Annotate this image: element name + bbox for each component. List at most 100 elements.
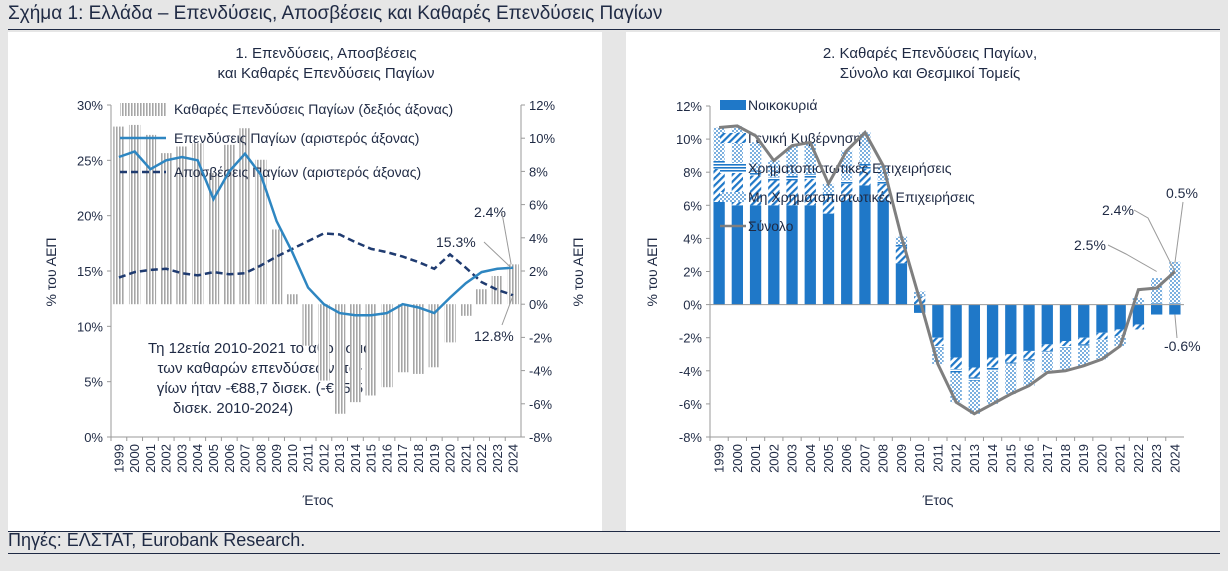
- x-tick-label-2011: 2011: [301, 444, 316, 472]
- chart-1-annotation-12.8: 12.8%: [474, 328, 514, 344]
- net-investment-bar-2017: [397, 304, 409, 373]
- legend-swatch-nonfinancial: [720, 192, 746, 202]
- chart-2-ylabel: % του ΑΕΠ: [644, 237, 660, 306]
- chart-1-ytick-label-left: 15%: [77, 264, 103, 279]
- x-tick-label-2000: 2000: [730, 444, 745, 473]
- sector-bar-0-2005: [822, 213, 835, 305]
- x-tick-label-1999: 1999: [712, 444, 727, 473]
- leader-2.5: [1107, 244, 1157, 272]
- x-tick-label-1999: 1999: [111, 444, 126, 473]
- sector-bar-2-2004: [804, 173, 816, 179]
- sector-bar-3-2022: [1132, 297, 1145, 305]
- sector-bar-1-2009: [895, 246, 908, 264]
- chart-1-annotation-2.4: 2.4%: [474, 204, 506, 220]
- sector-bar-1-2006: [841, 183, 853, 201]
- sector-bar-2-2019: [1078, 344, 1090, 346]
- chart-1-note-line-4: δισεκ. 2010-2024): [173, 400, 293, 417]
- legend-swatch-financial: [720, 163, 746, 173]
- sector-bar-1-2016: [1023, 350, 1035, 360]
- net-investment-bar-1999: [113, 126, 125, 305]
- net-investment-bar-2022: [475, 289, 488, 305]
- chart-1-ytick-label-right: 10%: [529, 131, 555, 146]
- sector-bar-1-2001: [749, 175, 762, 206]
- chart-2-ytick-label: -8%: [679, 430, 703, 445]
- net-investment-bar-2010: [286, 294, 299, 305]
- net-investment-bar-2007: [239, 128, 251, 305]
- sector-bar-0-2006: [841, 200, 853, 305]
- sector-bar-1-2013: [968, 367, 980, 378]
- sector-bar-2-2003: [786, 175, 798, 181]
- chart-1-ylabel-left: % του ΑΕΠ: [43, 237, 59, 306]
- net-investment-bar-2006: [223, 144, 235, 305]
- legend-label-depreciation: Αποσβέσεις Παγίων (αριστερός άξονας): [174, 164, 421, 180]
- sector-bar-1-2008: [877, 183, 889, 201]
- chart-1-ytick-label-right: 0%: [529, 297, 548, 312]
- sector-bar-2-2009: [895, 245, 908, 247]
- chart-1-legend: Καθαρές Επενδύσεις Παγίων (δεξιός άξονας…: [120, 101, 453, 180]
- sector-bar-3-2007: [859, 132, 871, 164]
- sector-bar-0-2009: [895, 263, 908, 305]
- legend-label-government: Γενική Κυβέρνηση: [748, 130, 861, 146]
- sector-bar-2-2002: [768, 177, 780, 181]
- chart-panel-right: 2. Καθαρές Επενδύσεις Παγίων, Σύνολο και…: [626, 32, 1220, 531]
- chart-1-ytick-label-right: -2%: [529, 330, 553, 345]
- sector-bar-0-2015: [1005, 304, 1017, 355]
- sector-bar-2-2005: [822, 193, 835, 198]
- sector-bar-0-1999: [713, 201, 725, 305]
- sector-bar-3-2013: [968, 380, 980, 414]
- sector-bar-2-2007: [859, 163, 871, 169]
- x-tick-label-2014: 2014: [985, 444, 1000, 473]
- legend-label-investment: Επενδύσεις Παγίων (αριστερός άξονας): [174, 130, 419, 146]
- sector-bar-3-2024: [1169, 261, 1181, 303]
- sector-bar-0-2011: [932, 304, 944, 338]
- chart-1-ytick-label-right: -6%: [529, 397, 553, 412]
- x-tick-label-2008: 2008: [876, 444, 891, 473]
- x-tick-label-2009: 2009: [894, 444, 909, 473]
- chart-2-xlabel: Έτος: [922, 492, 954, 508]
- sector-bar-2-2024: [1169, 302, 1181, 305]
- source-note: Πηγές: ΕΛΣΤΑΤ, Eurobank Research.: [8, 530, 306, 550]
- x-tick-label-2001: 2001: [143, 444, 158, 473]
- x-tick-label-2013: 2013: [332, 444, 347, 473]
- sector-bar-3-2008: [877, 165, 889, 181]
- leader-households--0.6: [1174, 314, 1178, 339]
- leader-total-2.4: [1133, 209, 1176, 272]
- x-tick-label-2017: 2017: [395, 444, 410, 473]
- net-investment-bar-2011: [302, 304, 314, 346]
- leader-depreciation-12.8: [501, 295, 514, 326]
- chart-2-ytick-label: -4%: [679, 364, 703, 379]
- sector-bar-3-2023: [1151, 278, 1163, 303]
- sector-bar-1-2004: [804, 178, 816, 206]
- net-investment-bar-2003: [176, 146, 188, 305]
- sector-bar-3-2011: [932, 347, 944, 365]
- x-tick-label-2007: 2007: [238, 444, 253, 473]
- x-tick-label-2005: 2005: [821, 444, 836, 473]
- chart-2-bars: [713, 125, 1181, 414]
- chart-2-ytick-label: 2%: [683, 265, 702, 280]
- chart-2-legend: Νοικοκυριά Γενική Κυβέρνηση Χρηματοπιστω…: [720, 97, 975, 234]
- title-rule: [8, 29, 1220, 30]
- net-investment-bar-2015: [365, 304, 377, 396]
- x-tick-label-2024: 2024: [1167, 444, 1182, 473]
- sector-bar-2-2012: [950, 369, 962, 373]
- chart-1-ytick-label-left: 30%: [77, 98, 103, 113]
- x-tick-label-2023: 2023: [1149, 444, 1164, 473]
- x-tick-label-2008: 2008: [253, 444, 268, 473]
- sector-bar-0-2010: [914, 304, 926, 313]
- sector-bar-2-2013: [968, 377, 980, 381]
- chart-1-ytick-label-right: 6%: [529, 198, 548, 213]
- source-bottom-rule: [8, 553, 1220, 554]
- chart-2-subtitle: Σύνολο και Θεσμικοί Τομείς: [840, 65, 1021, 82]
- sector-bar-3-2012: [950, 372, 962, 403]
- net-investment-bar-2012: [318, 304, 330, 381]
- x-tick-label-2013: 2013: [967, 444, 982, 473]
- chart-1-ytick-label-left: 0%: [84, 430, 103, 445]
- sector-bar-3-2018: [1059, 347, 1072, 371]
- x-tick-label-2003: 2003: [785, 444, 800, 473]
- x-tick-label-2021: 2021: [458, 444, 473, 473]
- sector-bar-3-2005: [822, 183, 835, 194]
- sector-bar-3-2017: [1041, 352, 1053, 373]
- x-tick-label-2001: 2001: [748, 444, 763, 473]
- sector-bar-3-2020: [1096, 339, 1108, 360]
- total-line: [718, 124, 1176, 416]
